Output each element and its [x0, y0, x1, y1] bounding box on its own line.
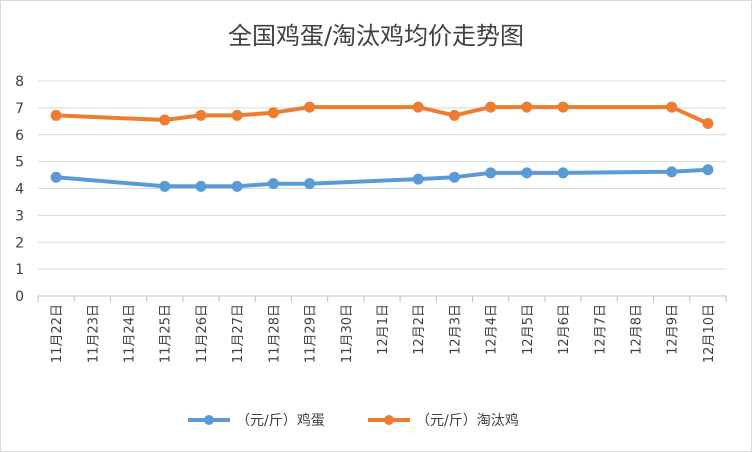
data-point: [485, 167, 497, 179]
data-point: [50, 109, 62, 121]
y-tick-label: 6: [15, 128, 24, 144]
data-point: [50, 171, 62, 183]
x-tick-label: 12月2日: [412, 304, 427, 355]
data-point: [231, 109, 243, 121]
data-point: [448, 171, 460, 183]
x-tick-label: 11月23日: [86, 304, 101, 363]
data-point: [195, 180, 207, 192]
legend-marker-0: [204, 415, 214, 425]
legend-label-1: （元/斤）淘汰鸡: [416, 412, 519, 429]
data-point: [267, 107, 279, 119]
x-tick-label: 11月24日: [123, 304, 138, 363]
data-point: [521, 167, 533, 179]
series-line-1: [54, 105, 710, 126]
x-tick-label: 12月8日: [629, 304, 644, 355]
x-tick-label: 12月6日: [557, 304, 572, 355]
data-point: [666, 101, 678, 113]
x-tick-label: 11月29日: [304, 304, 319, 363]
x-tick-label: 12月7日: [593, 304, 608, 355]
x-tick-label: 11月22日: [50, 304, 65, 363]
legend-marker-1: [384, 415, 394, 425]
data-point: [702, 117, 714, 129]
data-point: [557, 167, 569, 179]
series-line-0: [54, 167, 710, 189]
data-point: [702, 164, 714, 176]
data-point: [448, 109, 460, 121]
data-point: [195, 109, 207, 121]
y-axis-ticks: 0 1 2 3 4 5 6 7 8: [15, 74, 24, 305]
chart-title: 全国鸡蛋/淘汰鸡均价走势图: [228, 22, 524, 50]
x-axis: 11月22日 11月23日 11月24日 11月25日 11月26日 11月27日 11月2…: [37, 296, 727, 363]
x-tick-label: 11月30日: [340, 304, 355, 363]
y-tick-label: 1: [15, 262, 24, 278]
gridlines: [38, 80, 726, 297]
x-tick-label: 12月3日: [448, 304, 463, 355]
data-point: [304, 101, 316, 113]
data-point: [485, 101, 497, 113]
legend-label-0: （元/斤）鸡蛋: [236, 412, 325, 429]
y-tick-label: 3: [15, 208, 24, 224]
y-tick-label: 2: [15, 235, 24, 251]
x-tick-label: 11月28日: [267, 304, 282, 363]
x-tick-label: 12月9日: [666, 304, 681, 355]
x-tick-label: 12月5日: [521, 304, 536, 355]
data-point: [557, 101, 569, 113]
data-point: [412, 101, 424, 113]
data-point: [231, 180, 243, 192]
data-point: [521, 101, 533, 113]
x-tick-label: 11月27日: [231, 304, 246, 363]
series-group: [50, 101, 714, 192]
data-point: [412, 173, 424, 185]
data-point: [267, 178, 279, 190]
y-tick-label: 0: [15, 289, 24, 305]
x-tick-label: 12月1日: [376, 304, 391, 355]
legend: （元/斤）鸡蛋 （元/斤）淘汰鸡: [188, 412, 519, 429]
y-tick-label: 4: [15, 182, 24, 198]
data-point: [666, 166, 678, 178]
x-tick-label: 11月26日: [195, 304, 210, 363]
data-point: [159, 114, 171, 126]
x-tick-label: 11月25日: [159, 304, 174, 363]
y-tick-label: 5: [15, 155, 24, 171]
data-point: [304, 178, 316, 190]
x-tick-label: 12月10日: [702, 304, 717, 363]
y-tick-label: 7: [15, 101, 24, 117]
data-point: [159, 180, 171, 192]
y-tick-label: 8: [15, 74, 24, 90]
x-tick-label: 12月4日: [485, 304, 500, 355]
